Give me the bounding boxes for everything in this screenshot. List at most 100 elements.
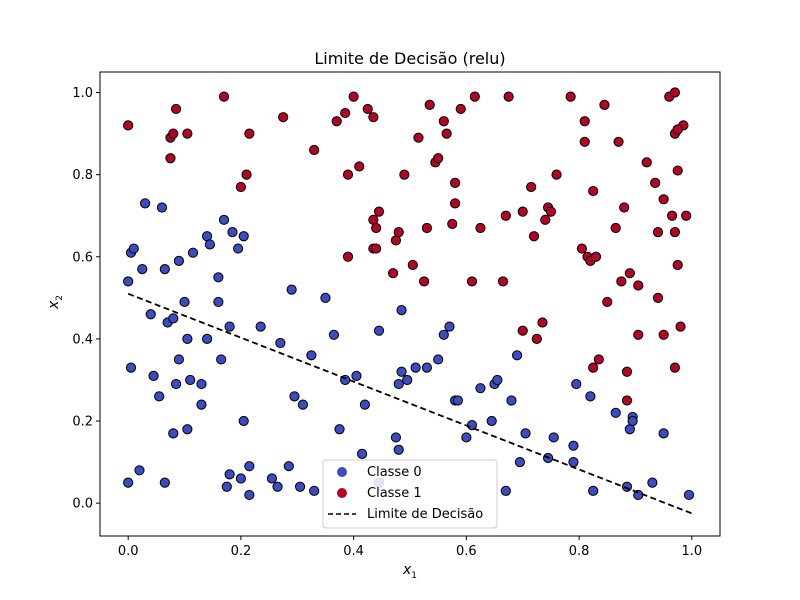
class0-point	[334, 424, 345, 435]
y-tick-label: 0.8	[72, 168, 93, 183]
class0-point	[139, 198, 151, 209]
class0-point	[235, 473, 247, 484]
class0-point	[511, 350, 523, 361]
legend-label-class1: Classe 1	[367, 486, 422, 501]
class1-point	[652, 227, 664, 238]
class1-point	[170, 103, 182, 115]
class1-point	[342, 169, 354, 180]
class0-point	[492, 374, 503, 386]
class1-point	[540, 214, 551, 225]
class1-point	[387, 268, 399, 279]
class0-point	[196, 399, 207, 410]
class0-point	[137, 263, 148, 275]
class1-point	[413, 132, 424, 143]
class0-point	[356, 448, 368, 459]
class1-point	[123, 120, 134, 131]
class0-point	[452, 395, 464, 406]
class0-point	[134, 465, 145, 476]
class0-point	[444, 321, 455, 332]
class1-point	[438, 116, 449, 127]
class0-point	[145, 309, 156, 320]
y-tick-label: 0.6	[72, 250, 93, 265]
class1-point	[599, 99, 610, 110]
class0-point	[568, 440, 579, 451]
class0-point	[196, 378, 207, 390]
y-tick-label: 1.0	[72, 86, 93, 101]
class0-point	[227, 227, 238, 238]
class1-point	[579, 116, 590, 127]
class1-point	[469, 91, 480, 102]
x-axis-label-sub: 1	[411, 571, 417, 581]
legend-box	[322, 459, 498, 529]
class1-point	[666, 210, 678, 221]
class0-point	[396, 366, 407, 377]
class0-point	[390, 432, 402, 443]
legend: Classe 0 Classe 1 Limite de Decisão	[322, 459, 498, 529]
class0-point	[201, 333, 213, 345]
class0-point	[610, 407, 621, 418]
class1-point	[672, 124, 683, 135]
class0-point	[213, 272, 224, 283]
class0-point	[438, 329, 449, 340]
class1-point	[658, 194, 669, 205]
class1-point	[610, 222, 621, 234]
class1-point	[619, 202, 630, 213]
class1-point	[455, 103, 466, 115]
class0-point	[320, 292, 331, 303]
class1-point	[331, 116, 342, 127]
y-axis-label: x2	[46, 295, 65, 310]
class1-point	[650, 177, 661, 188]
class1-point	[278, 112, 289, 123]
class0-point	[393, 444, 404, 455]
class1-point	[368, 112, 379, 123]
class1-point	[669, 362, 681, 373]
class1-point	[517, 206, 528, 217]
class0-point	[255, 321, 266, 332]
class1-point	[588, 185, 599, 197]
class0-point	[123, 477, 134, 488]
class0-point	[159, 263, 170, 275]
class1-point	[633, 280, 644, 291]
class0-point	[244, 489, 255, 501]
x-tick-label: 1.0	[681, 544, 702, 559]
class0-point	[238, 415, 249, 427]
legend-label-boundary: Limite de Decisão	[367, 507, 483, 522]
class0-point	[647, 477, 658, 488]
class1-point	[182, 128, 193, 139]
class0-point	[475, 383, 486, 394]
class1-point	[373, 206, 385, 217]
class1-point	[362, 103, 373, 115]
class0-point	[309, 485, 320, 496]
class0-point	[179, 296, 190, 308]
class1-point	[672, 165, 683, 176]
class1-point	[669, 87, 681, 98]
class0-point	[286, 284, 297, 295]
class0-point	[658, 428, 669, 439]
class0-point	[393, 378, 404, 390]
class1-point	[658, 329, 669, 340]
class1-point	[528, 231, 540, 242]
class0-point	[168, 313, 179, 324]
class1-point	[602, 296, 613, 308]
x-axis-ticks: 0.0 0.2 0.4 0.6 0.8 1.0	[118, 536, 702, 559]
class0-point	[297, 399, 309, 410]
class1-point	[672, 259, 683, 271]
class1-point	[545, 206, 557, 217]
x-tick-label: 0.8	[569, 544, 590, 559]
legend-marker-class1	[337, 488, 347, 498]
class1-point	[475, 222, 486, 234]
class1-point	[399, 169, 410, 180]
class1-point	[579, 136, 590, 147]
class0-point	[272, 481, 283, 492]
class0-point	[182, 333, 193, 345]
class1-point	[500, 210, 511, 221]
class0-point	[359, 399, 371, 410]
class1-point	[641, 157, 652, 168]
class0-point	[396, 305, 407, 316]
class0-point	[421, 362, 433, 373]
class0-point	[128, 243, 139, 254]
class0-point	[232, 243, 244, 254]
class0-point	[294, 481, 306, 492]
class0-point	[571, 378, 582, 390]
class1-point	[537, 317, 548, 328]
